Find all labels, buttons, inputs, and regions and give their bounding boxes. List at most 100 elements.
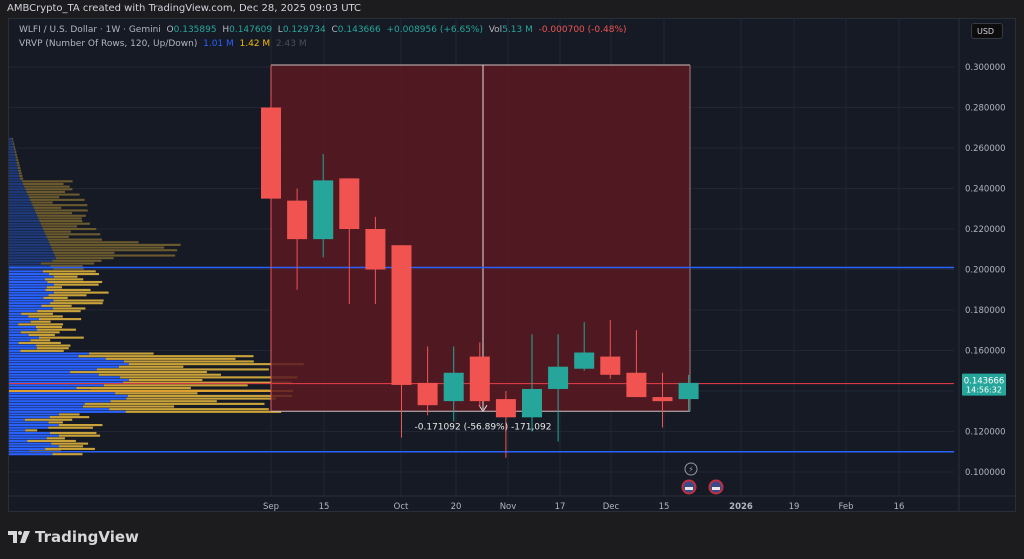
time-tick-label: Oct — [394, 502, 409, 511]
volume-profile-down-bar — [45, 278, 83, 280]
price-tick-label: 0.100000 — [965, 468, 1006, 478]
candle-body[interactable] — [392, 245, 412, 385]
volume-profile-down-bar — [111, 400, 217, 402]
volume-profile-up-bar — [9, 419, 25, 421]
volume-profile-down-bar — [30, 199, 84, 201]
volume-profile-up-bar — [9, 172, 19, 174]
volume-profile-down-bar — [59, 424, 102, 426]
range-measure-label: -0.171092 (-56.89%) -171,092 — [415, 422, 552, 432]
volume-profile-down-bar — [43, 228, 96, 230]
flag-stripe — [685, 487, 693, 490]
volume-profile-down-bar — [47, 236, 69, 238]
volume-profile-down-bar — [28, 315, 62, 317]
volume-profile-down-bar — [48, 427, 93, 429]
volume-profile-up-bar — [9, 260, 53, 262]
volume-profile-up-bar — [9, 151, 15, 153]
volume-profile-down-bar — [18, 323, 63, 325]
volume-profile-down-bar — [53, 307, 86, 309]
volume-profile-up-bar — [9, 429, 25, 431]
volume-profile-up-bar — [9, 146, 14, 148]
indicator-title[interactable]: VRVP (Number Of Rows, 120, Up/Down) — [19, 39, 197, 49]
tradingview-logo-icon — [8, 531, 30, 543]
volume-profile-down-bar — [37, 310, 80, 312]
candle-body[interactable] — [679, 383, 699, 399]
volume-profile-up-bar — [9, 201, 31, 203]
volume-profile-up-bar — [9, 249, 52, 251]
candle-body[interactable] — [574, 353, 594, 369]
volume-profile-down-bar — [128, 395, 292, 397]
time-tick-label: Nov — [500, 502, 517, 511]
volume-profile-up-bar — [9, 297, 44, 299]
volume-profile-up-bar — [9, 387, 76, 389]
volume-profile-up-bar — [9, 413, 59, 415]
candle-body[interactable] — [626, 373, 646, 397]
volume-profile-down-bar — [17, 162, 19, 164]
volume-profile-up-bar — [9, 273, 49, 275]
candle-body[interactable] — [418, 383, 438, 405]
volume-change-value: -0.000700 (-0.48%) — [539, 25, 627, 35]
volume-profile-up-bar — [9, 223, 41, 225]
time-tick-label: 20 — [451, 502, 462, 511]
volume-profile-up-bar — [9, 337, 39, 339]
indicator-up-volume: 1.01 M — [203, 39, 234, 49]
volume-profile-up-bar — [9, 191, 27, 193]
volume-profile-down-bar — [59, 435, 100, 437]
volume-profile-up-bar — [9, 262, 41, 264]
volume-profile-down-bar — [25, 429, 37, 431]
candle-body[interactable] — [522, 389, 542, 417]
currency-button[interactable]: USD — [971, 23, 1003, 39]
symbol-legend-row[interactable]: WLFI / U.S. Dollar · 1W · Gemini O0.1358… — [19, 23, 627, 37]
candle-body[interactable] — [339, 178, 359, 229]
tradingview-logo[interactable]: TradingView — [8, 528, 139, 546]
volume-profile-down-bar — [54, 292, 109, 294]
volume-profile-down-bar — [47, 281, 102, 283]
volume-profile-up-bar — [9, 281, 47, 283]
volume-profile-up-bar — [9, 310, 37, 312]
volume-profile-up-bar — [9, 154, 15, 156]
indicator-legend-row[interactable]: VRVP (Number Of Rows, 120, Up/Down) 1.01… — [19, 37, 627, 51]
volume-profile-down-bar — [99, 374, 221, 376]
low-value: 0.129734 — [283, 25, 326, 35]
candle-body[interactable] — [261, 108, 281, 199]
volume-profile-down-bar — [54, 252, 115, 254]
volume-profile-up-bar — [9, 209, 35, 211]
volume-profile-down-bar — [50, 244, 181, 246]
volume-profile-up-bar — [9, 246, 51, 248]
volume-profile-up-bar — [9, 141, 13, 143]
volume-profile-up-bar — [9, 342, 19, 344]
volume-profile-up-bar — [9, 339, 30, 341]
volume-profile-down-bar — [38, 217, 81, 219]
volume-profile-down-bar — [39, 337, 84, 339]
volume-profile-up-bar — [9, 329, 37, 331]
volume-profile-down-bar — [129, 379, 202, 381]
volume-profile-down-bar — [119, 366, 183, 368]
volume-profile-up-bar — [9, 196, 29, 198]
candle-body[interactable] — [444, 373, 464, 401]
volume-profile-down-bar — [47, 286, 62, 288]
candle-body[interactable] — [313, 180, 333, 239]
candle-body[interactable] — [365, 229, 385, 270]
candle-body[interactable] — [470, 357, 490, 402]
price-tick-label: 0.260000 — [965, 144, 1006, 154]
candle-body[interactable] — [600, 357, 620, 375]
candle-body[interactable] — [287, 201, 307, 239]
chart-canvas[interactable]: -0.171092 (-56.89%) -171,092 ⚡ 0.300000 0.2… — [9, 19, 1015, 511]
chart-pane[interactable]: -0.171092 (-56.89%) -171,092 ⚡ 0.300000 0.2… — [8, 18, 1016, 512]
volume-profile-up-bar — [9, 323, 18, 325]
volume-profile-up-bar — [9, 156, 16, 158]
candle-body[interactable] — [548, 367, 568, 389]
candle-body[interactable] — [496, 399, 516, 417]
symbol-title[interactable]: WLFI / U.S. Dollar · 1W · Gemini — [19, 25, 161, 35]
volume-profile-down-bar — [109, 408, 269, 410]
volume-profile-up-bar — [9, 345, 36, 347]
volume-profile-down-bar — [59, 445, 83, 447]
volume-profile-up-bar — [9, 231, 44, 233]
price-tick-label: 0.240000 — [965, 185, 1006, 195]
volume-profile-up-bar — [9, 194, 28, 196]
volume-profile-up-bar — [9, 371, 70, 373]
volume-profile-up-bar — [9, 321, 31, 323]
volume-profile-up-bar — [9, 448, 45, 450]
candle-body[interactable] — [653, 397, 673, 401]
volume-profile-down-bar — [126, 398, 276, 400]
volume-profile-down-bar — [48, 239, 102, 241]
